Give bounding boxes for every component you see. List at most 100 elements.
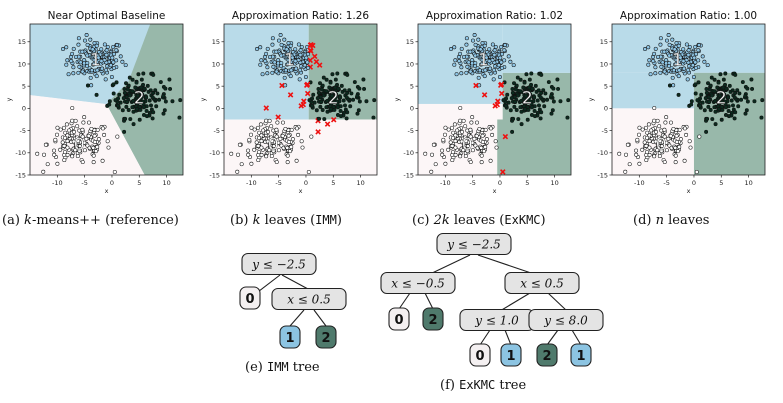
cluster-2-point — [136, 72, 141, 77]
cluster-2-point — [749, 77, 754, 82]
cluster-1-point — [64, 45, 69, 50]
mistake-point — [304, 81, 311, 88]
cluster-1-point — [286, 62, 290, 67]
cluster-0-point — [268, 141, 273, 146]
cluster-1-point — [90, 47, 95, 52]
cluster-2-point — [355, 93, 360, 98]
cluster-0-point — [659, 148, 664, 153]
cluster-2-point — [549, 93, 554, 98]
y-tick-label: 5 — [22, 82, 26, 90]
cluster-0-point — [257, 150, 261, 155]
cluster-2-point — [533, 114, 537, 119]
y-tick-label: 5 — [604, 82, 608, 90]
cluster-0-point — [290, 137, 295, 142]
cluster-0-point — [664, 140, 669, 145]
cluster-2-point — [163, 99, 168, 104]
cluster-2-point — [727, 114, 731, 119]
cluster-2-point — [712, 89, 717, 94]
mistake-point — [324, 121, 331, 127]
cluster-0-point — [453, 139, 458, 144]
cluster-2-point — [316, 90, 321, 95]
y-axis-label: y — [393, 97, 401, 101]
cluster-2-point — [702, 108, 707, 113]
cluster-2-point — [693, 82, 698, 87]
cluster-2-point — [138, 90, 143, 95]
cluster-2-point — [706, 104, 711, 109]
cluster-0-point — [480, 133, 485, 138]
cluster-0-point — [677, 127, 682, 132]
exkmc-rr-node — [528, 308, 604, 332]
cluster-0-point — [642, 140, 647, 145]
cluster-2-point — [514, 108, 519, 112]
cluster-0-point — [82, 140, 87, 145]
cluster-1-point — [499, 60, 504, 65]
tree-edge — [398, 292, 411, 310]
x-tick-label: -10 — [246, 179, 257, 187]
cluster-2-point — [524, 72, 529, 77]
cluster-2-point — [532, 95, 537, 100]
cluster-2-point — [759, 115, 764, 120]
y-tick-label: 10 — [212, 60, 220, 68]
cluster-2-point — [699, 92, 704, 97]
cluster-0-point — [294, 126, 299, 131]
cluster-2-point — [708, 108, 713, 112]
cluster-1-point — [672, 47, 677, 52]
cluster-2-point — [345, 110, 350, 115]
cluster-0-point — [654, 129, 658, 134]
cluster-2-point — [107, 102, 112, 107]
y-tick-label: -10 — [403, 149, 414, 157]
cluster-0-point — [461, 148, 466, 153]
cluster-0-point — [43, 142, 48, 147]
cluster-1-point — [114, 48, 119, 53]
y-tick-label: 0 — [604, 105, 608, 113]
cluster-1-point — [262, 55, 267, 59]
cluster-2-point — [707, 87, 712, 92]
cluster-2-point — [525, 117, 530, 122]
cluster-2-point — [324, 105, 329, 110]
cluster-0-point — [92, 140, 97, 144]
cluster-0-point — [309, 134, 314, 139]
cluster-2-point — [325, 109, 330, 114]
cluster-2-point — [364, 99, 369, 104]
cluster-2-point — [127, 93, 132, 98]
cluster-0-point — [269, 135, 274, 140]
cluster-1-point — [671, 68, 676, 73]
cluster-0-point — [95, 144, 100, 149]
cluster-2-point — [125, 87, 130, 92]
cluster-1-point — [272, 60, 277, 65]
cluster-0-point — [655, 148, 660, 153]
cluster-0-point — [92, 133, 97, 138]
cluster-0-point — [682, 158, 687, 163]
y-tick-label: 5 — [216, 82, 220, 90]
y-tick-label: 15 — [212, 38, 220, 46]
cluster-2-point — [139, 95, 144, 99]
cluster-1-point — [123, 63, 128, 68]
cluster-0-point — [306, 169, 311, 174]
cluster-0-point — [682, 126, 687, 131]
cluster-0-point — [653, 139, 658, 144]
cluster-0-point — [82, 115, 87, 120]
cluster-1-point — [114, 58, 119, 63]
cluster-2-point — [501, 98, 506, 103]
cluster-0-point — [80, 134, 85, 139]
cluster-0-point — [76, 139, 81, 144]
cluster-1-point — [115, 43, 119, 47]
cluster-2-point — [329, 107, 333, 111]
cluster-1-point — [488, 66, 493, 71]
cluster-2-point — [133, 85, 138, 90]
cluster-0-point — [249, 125, 254, 130]
cluster-2-point — [743, 93, 748, 98]
cluster-0-point — [656, 141, 661, 146]
cluster-2-point — [705, 116, 710, 121]
cluster-2-point — [349, 91, 354, 96]
cluster-0-point — [246, 148, 251, 153]
cluster-2-point — [510, 90, 515, 95]
cluster-2-point — [739, 97, 744, 102]
cluster-0-point — [645, 130, 650, 135]
cluster-1-point — [692, 55, 697, 60]
cluster-1-point — [473, 53, 478, 58]
cluster-0-point — [452, 122, 457, 127]
cluster-1-point — [674, 41, 679, 46]
mistake-point — [498, 90, 505, 97]
cluster-0-point — [652, 154, 657, 159]
